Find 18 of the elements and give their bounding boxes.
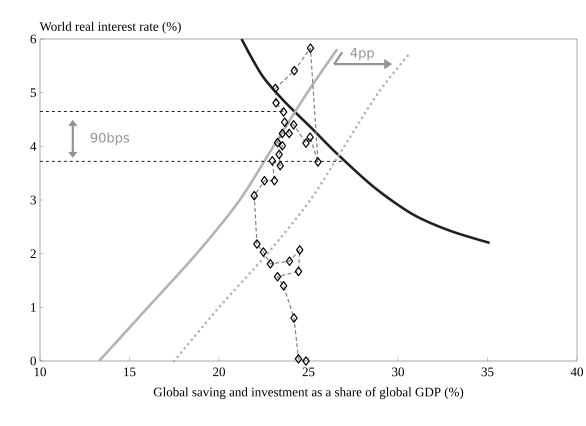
x-tick-label: 10 bbox=[34, 368, 46, 376]
x-tick-label: 35 bbox=[482, 368, 494, 376]
x-tick-label: 40 bbox=[570, 368, 584, 376]
y-tick-label: 0 bbox=[30, 356, 36, 366]
y-tick-label: 4 bbox=[30, 142, 36, 151]
y-tick-label: 1 bbox=[31, 303, 36, 312]
x-tick-label: 30 bbox=[392, 368, 404, 376]
x-tick-label: 25 bbox=[302, 368, 315, 376]
y-tick-label: 5 bbox=[30, 88, 36, 97]
y-tick-label: 6 bbox=[30, 34, 36, 44]
x-tick-label: 15 bbox=[124, 368, 136, 376]
y-tick-label: 2 bbox=[30, 249, 36, 258]
x-axis-title: Global saving and investment as a share of global GDP (%) bbox=[154, 387, 464, 400]
annotation: 4pp bbox=[350, 48, 374, 60]
x-tick-label: 20 bbox=[213, 368, 225, 376]
y-axis-title: World real interest rate (%) bbox=[40, 22, 181, 34]
y-tick-label: 3 bbox=[30, 196, 36, 204]
annotation: 90bps bbox=[90, 132, 130, 146]
